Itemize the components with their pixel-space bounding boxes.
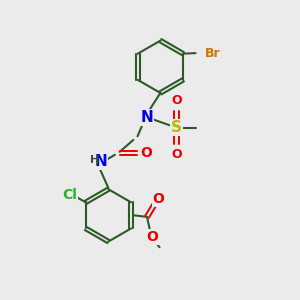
Text: O: O — [152, 192, 164, 206]
Text: O: O — [171, 148, 182, 161]
Text: N: N — [94, 154, 107, 169]
Text: Br: Br — [205, 46, 220, 60]
Text: H: H — [90, 154, 99, 164]
Text: O: O — [140, 146, 152, 160]
Text: S: S — [171, 120, 182, 135]
Text: Cl: Cl — [62, 188, 77, 202]
Text: O: O — [171, 94, 182, 107]
Text: O: O — [146, 230, 158, 244]
Text: N: N — [141, 110, 153, 125]
